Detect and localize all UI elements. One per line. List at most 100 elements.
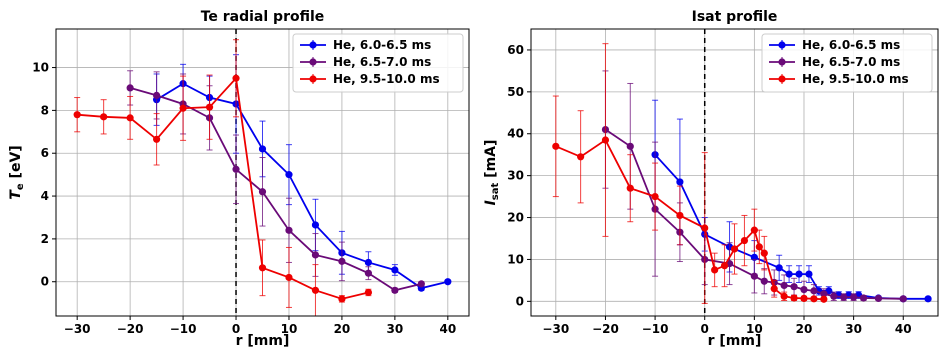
series-line xyxy=(654,154,929,300)
data-point xyxy=(760,249,768,257)
y-tick-label: 6 xyxy=(41,146,49,160)
x-tick-label: 40 xyxy=(439,322,456,336)
data-point xyxy=(391,266,399,274)
data-point xyxy=(338,257,346,265)
data-point xyxy=(800,294,808,303)
data-point xyxy=(364,258,372,267)
y-tick-label: 60 xyxy=(507,43,524,57)
data-point xyxy=(770,285,778,293)
data-point xyxy=(285,226,293,234)
data-point xyxy=(338,295,346,303)
data-point xyxy=(651,192,659,201)
data-point xyxy=(601,136,610,144)
data-point xyxy=(720,262,729,270)
x-axis-ticks: −30 −20 −10 0 10 20 30 40 xyxy=(64,316,456,336)
data-point xyxy=(577,153,585,161)
x-tick-label: −10 xyxy=(170,322,197,336)
x-axis-label: r [mm] xyxy=(708,333,762,349)
data-point xyxy=(780,281,788,290)
legend-label: He, 6.0-6.5 ms xyxy=(802,38,900,52)
series-line xyxy=(156,82,449,290)
data-point xyxy=(153,135,161,143)
data-point xyxy=(364,269,372,277)
data-point xyxy=(364,288,372,297)
data-point xyxy=(805,270,813,278)
x-tick-label: 0 xyxy=(701,322,709,336)
x-tick-label: 10 xyxy=(746,322,763,336)
y-axis-label-unit: [eV] xyxy=(8,145,24,183)
data-point xyxy=(924,295,932,303)
data-point xyxy=(73,111,81,119)
x-tick-label: −10 xyxy=(642,322,669,336)
data-point xyxy=(830,292,838,300)
y-axis-label-symbol: T xyxy=(8,189,24,200)
data-point xyxy=(840,293,848,301)
data-point xyxy=(850,293,858,301)
legend-label: He, 6.0-6.5 ms xyxy=(333,38,431,52)
y-tick-label: 8 xyxy=(41,103,49,117)
y-tick-label: 40 xyxy=(507,127,524,141)
legend-marker xyxy=(309,41,317,49)
y-tick-label: 50 xyxy=(507,85,524,99)
data-point xyxy=(258,188,267,196)
y-axis-label: Te [eV] xyxy=(8,145,26,199)
data-point xyxy=(750,272,758,280)
chart-title: Isat profile xyxy=(692,9,778,25)
data-point xyxy=(820,295,828,303)
data-point xyxy=(417,280,425,288)
data-point xyxy=(785,270,793,278)
legend-box xyxy=(292,33,464,93)
legend-label: He, 9.5-10.0 ms xyxy=(333,72,440,86)
x-tick-label: 40 xyxy=(895,322,912,336)
data-point xyxy=(676,211,684,220)
legend-label: He, 6.5-7.0 ms xyxy=(333,55,431,69)
series-3 xyxy=(73,39,372,317)
series-line xyxy=(77,76,369,300)
data-point xyxy=(874,294,883,303)
x-tick-label: −30 xyxy=(542,322,569,336)
data-point xyxy=(232,74,240,82)
data-point xyxy=(800,286,808,294)
data-point xyxy=(285,273,293,282)
data-point xyxy=(790,283,798,291)
legend: He, 6.0-6.5 ms He, 6.5-7.0 ms He, 9.5-10.0… xyxy=(292,33,464,93)
data-point xyxy=(859,294,868,302)
data-point xyxy=(258,145,267,153)
data-point xyxy=(795,270,803,278)
data-point xyxy=(820,290,828,298)
y-tick-label: 4 xyxy=(41,189,49,203)
chart-title: Te radial profile xyxy=(201,9,325,25)
x-tick-label: 20 xyxy=(334,322,351,336)
x-tick-label: 30 xyxy=(387,322,404,336)
y-tick-label: 0 xyxy=(516,294,524,308)
legend-item: He, 6.5-7.0 ms xyxy=(300,55,431,69)
y-tick-label: 0 xyxy=(41,275,49,289)
legend: He, 6.0-6.5 ms He, 6.5-7.0 ms He, 9.5-10.0… xyxy=(761,33,933,93)
data-point xyxy=(100,113,108,121)
y-axis-label: Isat [mA] xyxy=(483,140,501,206)
data-point xyxy=(126,114,134,122)
series-layer xyxy=(552,43,932,304)
y-tick-label: 2 xyxy=(41,232,49,246)
isat-profile-chart: Isat profile −30 −20 −10 0 10 20 30 40 0 10 20 30 4… xyxy=(483,9,939,349)
data-point xyxy=(232,165,240,173)
data-point xyxy=(790,294,798,302)
x-tick-label: −20 xyxy=(117,322,144,336)
legend-item: He, 6.5-7.0 ms xyxy=(769,55,900,69)
data-point xyxy=(626,184,634,192)
data-point xyxy=(153,91,161,99)
y-tick-label: 20 xyxy=(507,211,524,225)
y-axis-label-subscript: sat xyxy=(490,182,501,200)
plot-frame xyxy=(55,28,470,317)
y-axis-ticks: 0 2 4 6 8 10 xyxy=(32,61,56,289)
data-point xyxy=(126,84,134,92)
x-tick-label: −20 xyxy=(592,322,619,336)
y-axis-label-unit: [mA] xyxy=(483,140,499,183)
data-point xyxy=(676,178,684,186)
x-tick-label: 10 xyxy=(281,322,298,336)
data-point xyxy=(285,171,293,179)
legend-marker xyxy=(309,75,317,83)
data-point xyxy=(311,251,320,259)
data-point xyxy=(311,221,320,229)
